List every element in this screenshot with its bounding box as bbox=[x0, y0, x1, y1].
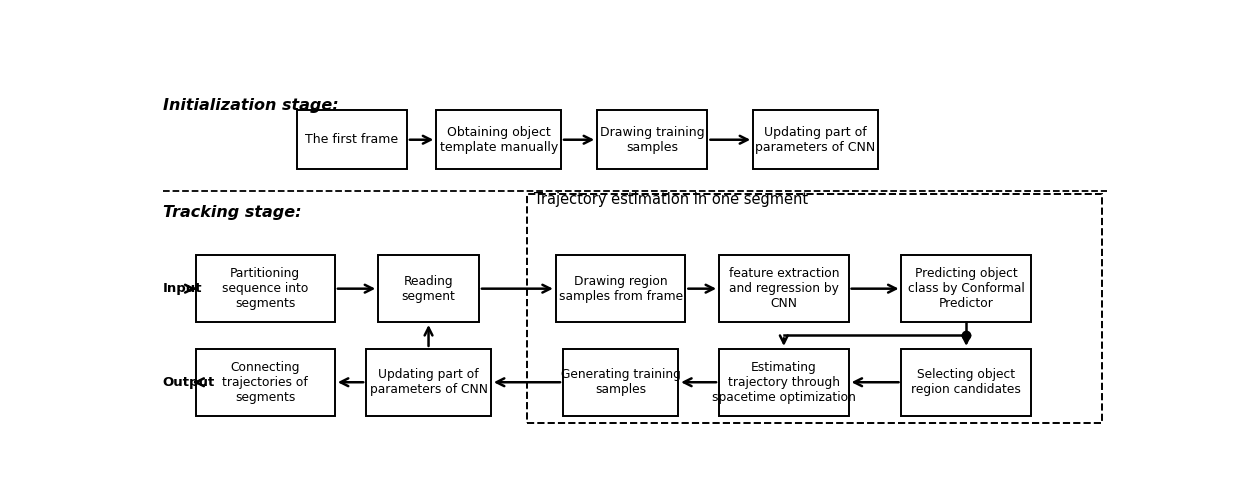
FancyBboxPatch shape bbox=[719, 255, 849, 322]
FancyBboxPatch shape bbox=[436, 110, 561, 169]
Text: Obtaining object
template manually: Obtaining object template manually bbox=[440, 125, 558, 154]
Text: Generating training
samples: Generating training samples bbox=[560, 368, 680, 396]
Text: Drawing region
samples from frame: Drawing region samples from frame bbox=[559, 275, 683, 303]
FancyBboxPatch shape bbox=[378, 255, 479, 322]
Text: Partitioning
sequence into
segments: Partitioning sequence into segments bbox=[222, 267, 309, 310]
FancyBboxPatch shape bbox=[367, 349, 491, 416]
FancyBboxPatch shape bbox=[196, 349, 335, 416]
Text: feature extraction
and regression by
CNN: feature extraction and regression by CNN bbox=[729, 267, 839, 310]
FancyBboxPatch shape bbox=[556, 255, 685, 322]
FancyBboxPatch shape bbox=[563, 349, 678, 416]
Text: Connecting
trajectories of
segments: Connecting trajectories of segments bbox=[223, 361, 309, 404]
Text: Updating part of
parameters of CNN: Updating part of parameters of CNN bbox=[756, 125, 876, 154]
Text: Tracking stage:: Tracking stage: bbox=[162, 205, 301, 220]
Text: Selecting object
region candidates: Selecting object region candidates bbox=[912, 368, 1021, 396]
Text: Drawing training
samples: Drawing training samples bbox=[600, 125, 705, 154]
Text: Predicting object
class by Conformal
Predictor: Predicting object class by Conformal Pre… bbox=[908, 267, 1025, 310]
FancyBboxPatch shape bbox=[902, 349, 1031, 416]
Text: Input: Input bbox=[162, 282, 202, 295]
Text: Initialization stage:: Initialization stage: bbox=[162, 98, 338, 113]
FancyBboxPatch shape bbox=[719, 349, 849, 416]
Text: Trajectory estimation in one segment: Trajectory estimation in one segment bbox=[534, 191, 808, 206]
Text: Reading
segment: Reading segment bbox=[401, 275, 456, 303]
FancyBboxPatch shape bbox=[296, 110, 406, 169]
FancyBboxPatch shape bbox=[902, 255, 1031, 322]
FancyBboxPatch shape bbox=[753, 110, 878, 169]
FancyBboxPatch shape bbox=[196, 255, 335, 322]
Text: Updating part of
parameters of CNN: Updating part of parameters of CNN bbox=[369, 368, 487, 396]
Text: The first frame: The first frame bbox=[305, 133, 398, 146]
Text: Estimating
trajectory through
spacetime optimization: Estimating trajectory through spacetime … bbox=[712, 361, 856, 404]
FancyBboxPatch shape bbox=[597, 110, 707, 169]
Text: Output: Output bbox=[162, 376, 214, 389]
